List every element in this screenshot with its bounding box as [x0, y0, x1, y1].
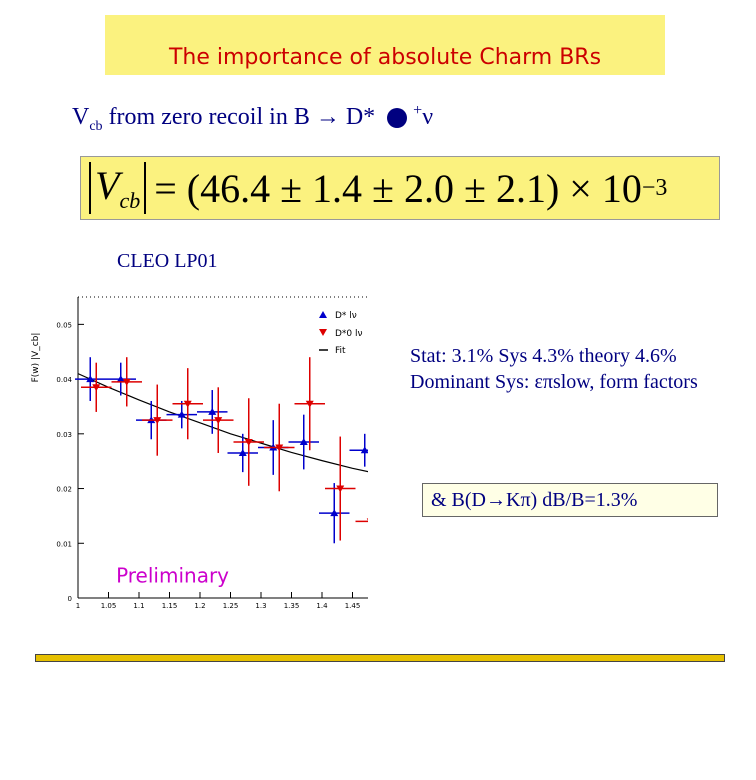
- br-note: & B(D→Kπ) dB/B=1.3%: [422, 483, 718, 517]
- source-label: CLEO LP01: [117, 250, 218, 272]
- fw-vcb-chart: 11.051.11.151.21.251.31.351.41.451.500.0…: [31, 296, 368, 610]
- x-tick-label: 1.4: [316, 602, 328, 610]
- data-point-neutral: [122, 378, 131, 386]
- data-point-charged: [177, 410, 186, 418]
- bottom-divider: [35, 654, 725, 662]
- data-point-charged: [360, 446, 368, 454]
- stat-notes: Stat: 3.1% Sys 4.3% theory 4.6% Dominant…: [410, 343, 698, 395]
- legend-marker-charged: [319, 311, 327, 318]
- vcb-symbol: V: [72, 104, 90, 130]
- plot-frame: [77, 296, 368, 599]
- stat-line: Stat: 3.1% Sys 4.3% theory 4.6%: [410, 345, 677, 367]
- legend-label-neutral: D*0 lν: [335, 329, 363, 339]
- x-tick-label: 1.45: [345, 602, 361, 610]
- y-tick-label: 0.05: [56, 321, 72, 329]
- formula-rhs: = (46.4 ± 1.4 ± 2.0 ± 2.1) × 10: [154, 165, 642, 211]
- legend-label-fit: Fit: [335, 346, 346, 356]
- x-tick-label: 1.1: [133, 602, 144, 610]
- preliminary-label: Preliminary: [116, 564, 229, 588]
- data-point-neutral: [153, 417, 162, 425]
- nu-symbol: ν: [422, 104, 434, 130]
- data-point-neutral: [183, 400, 192, 408]
- data-point-charged: [86, 375, 95, 383]
- y-tick-label: 0: [68, 595, 72, 603]
- sys-line: Dominant Sys: επslow, form factors: [410, 371, 698, 393]
- data-point-charged: [208, 407, 217, 415]
- legend-label-charged: D* lν: [335, 311, 357, 321]
- data-point-neutral: [92, 384, 101, 392]
- data-point-neutral: [275, 444, 284, 452]
- title-box: The importance of absolute Charm BRs: [105, 15, 665, 75]
- lepton-dot-icon: [387, 108, 408, 129]
- x-tick-label: 1.05: [101, 602, 117, 610]
- data-point-charged: [330, 509, 339, 517]
- vcb-subscript: cb: [89, 118, 103, 134]
- y-tick-label: 0.02: [56, 486, 72, 494]
- data-point-neutral: [214, 417, 223, 425]
- y-tick-label: 0.03: [56, 431, 72, 439]
- x-tick-label: 1: [76, 602, 80, 610]
- x-tick-label: 1.2: [194, 602, 205, 610]
- x-tick-label: 1.25: [223, 602, 239, 610]
- y-tick-label: 0.01: [56, 540, 72, 548]
- x-tick-label: 1.35: [284, 602, 300, 610]
- data-point-neutral: [366, 518, 368, 521]
- vcb-heading-text: from zero recoil in B → D*: [102, 104, 382, 130]
- data-point-charged: [299, 438, 308, 446]
- formula-exponent: −3: [641, 174, 668, 201]
- fit-line: [77, 373, 368, 473]
- data-point-neutral: [244, 439, 253, 447]
- y-tick-label: 0.04: [56, 376, 72, 384]
- data-point-neutral: [336, 485, 345, 493]
- plus-sign: +: [413, 102, 423, 119]
- vcb-formula: Vcb = (46.4 ± 1.4 ± 2.0 ± 2.1) × 10 −3: [80, 156, 720, 220]
- slide-title: The importance of absolute Charm BRs: [168, 45, 602, 70]
- x-tick-label: 1.3: [255, 602, 266, 610]
- formula-lhs: Vcb: [89, 162, 147, 214]
- legend-marker-neutral: [319, 329, 327, 336]
- vcb-heading: Vcb from zero recoil in B → D* +ν: [72, 102, 433, 135]
- x-tick-label: 1.15: [162, 602, 178, 610]
- data-point-charged: [238, 448, 247, 456]
- y-axis-label: F(w) |V_cb|: [31, 333, 41, 383]
- data-point-charged: [116, 375, 125, 383]
- data-point-neutral: [305, 400, 314, 408]
